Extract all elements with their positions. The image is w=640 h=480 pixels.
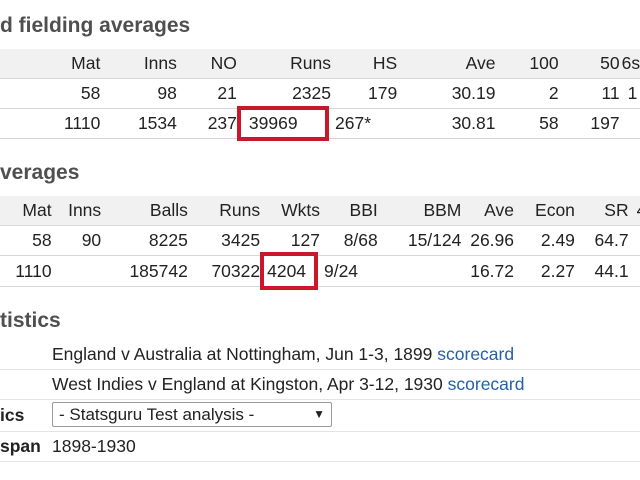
runs-highlight-box: 39969: [236, 106, 329, 141]
cell: 16.72: [470, 260, 515, 281]
cell: 2325: [292, 83, 332, 103]
statsguru-select[interactable]: - Statsguru Test analysis - ▼: [52, 402, 332, 427]
col-wkts: Wkts: [281, 200, 320, 220]
cell: 44.1: [594, 260, 629, 281]
cell: 64.7: [594, 230, 629, 250]
debut-row-first: England v Australia at Nottingham, Jun 1…: [0, 340, 640, 370]
col-hs: HS: [372, 53, 398, 73]
table-row: 1110 185742 70322 4204 9/24 16.72 2.27 4…: [0, 252, 640, 290]
career-statistics: England v Australia at Nottingham, Jun 1…: [0, 340, 640, 462]
cell: 70322: [211, 260, 261, 281]
col-ave: Ave: [484, 200, 515, 220]
cell: 2: [548, 83, 559, 103]
cell: 1534: [137, 113, 177, 133]
cell: 3425: [221, 230, 261, 250]
col-sr: SR: [604, 200, 629, 220]
career-section-heading: tistics: [0, 309, 61, 332]
cell: 58: [32, 230, 52, 250]
cell: 58: [80, 83, 101, 103]
cell: 11: [601, 83, 620, 103]
cell: [620, 109, 640, 139]
cell: 127: [290, 230, 320, 250]
cell: 90: [81, 230, 102, 250]
cell: 1110: [64, 113, 101, 133]
cell: 30.81: [451, 113, 496, 133]
col-ave: Ave: [465, 53, 496, 73]
wkts-highlight-box: 4204: [260, 252, 319, 290]
table-row: 1110 1534 237 39969 267* 30.81 58 197: [0, 106, 640, 141]
col-6s: 6s: [621, 53, 640, 73]
cell: 237: [207, 113, 237, 133]
col-mat: Mat: [22, 200, 52, 220]
cell: 15/124: [407, 230, 462, 250]
col-runs: Runs: [219, 200, 261, 220]
statsguru-select-value: - Statsguru Test analysis -: [59, 405, 255, 424]
table-row: 58 90 8225 3425 127 8/68 15/124 26.96 2.…: [0, 225, 640, 256]
profile-label: ics: [0, 405, 25, 425]
col-bbi: BBI: [349, 200, 378, 220]
cell: 185742: [129, 260, 188, 281]
cell: [629, 256, 640, 287]
col-inns: Inns: [143, 53, 177, 73]
col-50: 50: [600, 53, 620, 73]
table-row: 58 98 21 2325 179 30.19 2 11 1: [0, 78, 640, 109]
cell: [52, 256, 102, 287]
cell: 30.19: [451, 83, 496, 103]
scorecard-link-last[interactable]: scorecard: [447, 374, 525, 394]
debut-last-match: West Indies v England at Kingston, Apr 3…: [52, 374, 443, 394]
debut-first-text: England v Australia at Nottingham, Jun 1…: [52, 340, 514, 369]
highlighted-wkts-cell: 4204: [260, 252, 320, 290]
bowling-averages-table: Mat Inns Balls Runs Wkts BBI BBM Ave Eco…: [0, 196, 640, 290]
col-mat: Mat: [71, 53, 101, 73]
span-value: 1898-1930: [52, 436, 136, 456]
col-econ: Econ: [535, 200, 575, 220]
batting-section-heading: d fielding averages: [0, 14, 191, 37]
scorecard-link-first[interactable]: scorecard: [437, 344, 515, 364]
col-bbm: BBM: [423, 200, 462, 220]
cell: [378, 256, 462, 287]
cell: 1: [627, 83, 638, 103]
cell: [629, 226, 640, 256]
cell: 9/24: [323, 260, 359, 281]
col-100: 100: [529, 53, 559, 73]
debut-first-match: England v Australia at Nottingham, Jun 1…: [52, 344, 433, 364]
span-row: span 1898-1930: [0, 432, 640, 462]
cell: 1110: [15, 260, 52, 281]
cell: 197: [590, 113, 620, 133]
cell: 179: [368, 83, 398, 103]
col-balls: Balls: [149, 200, 188, 220]
batting-header-row: Mat Inns NO Runs HS Ave 100 50 6s: [0, 49, 640, 79]
cell: 8/68: [343, 230, 378, 250]
bowling-header-row: Mat Inns Balls Runs Wkts BBI BBM Ave Eco…: [0, 196, 640, 226]
col-4w: 4w: [629, 196, 640, 226]
debut-row-last: West Indies v England at Kingston, Apr 3…: [0, 370, 640, 400]
cell: 58: [539, 113, 559, 133]
cell: 21: [217, 83, 237, 103]
highlighted-runs-cell: 39969: [236, 106, 331, 141]
col-runs: Runs: [290, 53, 332, 73]
cell: 26.96: [470, 230, 515, 250]
profile-row: ics - Statsguru Test analysis - ▼: [0, 400, 640, 432]
col-no: NO: [210, 53, 237, 73]
cell: 2.27: [540, 260, 575, 281]
batting-averages-table: Mat Inns NO Runs HS Ave 100 50 6s 58 98 …: [0, 49, 640, 141]
cell: 8225: [148, 230, 188, 250]
dropdown-arrow-icon: ▼: [313, 407, 325, 421]
span-label: span: [0, 436, 41, 456]
debut-last-text: West Indies v England at Kingston, Apr 3…: [52, 370, 524, 399]
cell: 98: [157, 83, 177, 103]
col-inns: Inns: [68, 200, 102, 220]
cell: 2.49: [540, 230, 575, 250]
cell: 267*: [335, 113, 372, 133]
bowling-section-heading: verages: [0, 161, 80, 184]
